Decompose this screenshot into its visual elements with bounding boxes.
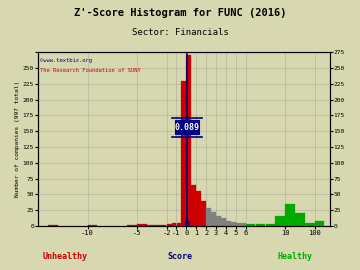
Bar (157, 225, 166, 226)
Bar (241, 223, 246, 226)
Text: The Research Foundation of SUNY: The Research Foundation of SUNY (40, 68, 141, 73)
Text: Score: Score (167, 252, 193, 261)
Y-axis label: Number of companies (997 total): Number of companies (997 total) (15, 81, 20, 197)
Bar (266, 224, 275, 226)
Bar (127, 225, 137, 226)
Bar (246, 224, 255, 226)
Bar (147, 225, 157, 226)
Bar (196, 191, 201, 226)
Bar (231, 222, 236, 226)
Bar (201, 201, 206, 226)
Bar (192, 185, 196, 226)
Bar (221, 218, 226, 226)
Bar (88, 225, 97, 226)
Bar (211, 212, 216, 226)
Text: 0.089: 0.089 (175, 123, 200, 132)
Bar (186, 55, 191, 226)
Bar (295, 213, 305, 226)
Bar (226, 221, 231, 226)
Bar (216, 217, 221, 226)
Bar (137, 224, 147, 226)
FancyBboxPatch shape (175, 120, 199, 134)
Text: Z'-Score Histogram for FUNC (2016): Z'-Score Histogram for FUNC (2016) (74, 8, 286, 18)
Bar (315, 221, 324, 226)
Bar (181, 80, 186, 226)
Bar (176, 223, 181, 226)
Bar (48, 225, 58, 226)
Bar (275, 217, 285, 226)
Text: Healthy: Healthy (278, 252, 313, 261)
Text: Unhealthy: Unhealthy (42, 252, 87, 261)
Bar (256, 224, 265, 226)
Bar (305, 223, 315, 226)
Bar (206, 208, 211, 226)
Text: Sector: Financials: Sector: Financials (132, 28, 228, 37)
Bar (167, 224, 176, 226)
Bar (236, 223, 240, 226)
Text: ©www.textbiz.org: ©www.textbiz.org (40, 58, 92, 63)
Bar (172, 223, 176, 226)
Bar (285, 204, 295, 226)
